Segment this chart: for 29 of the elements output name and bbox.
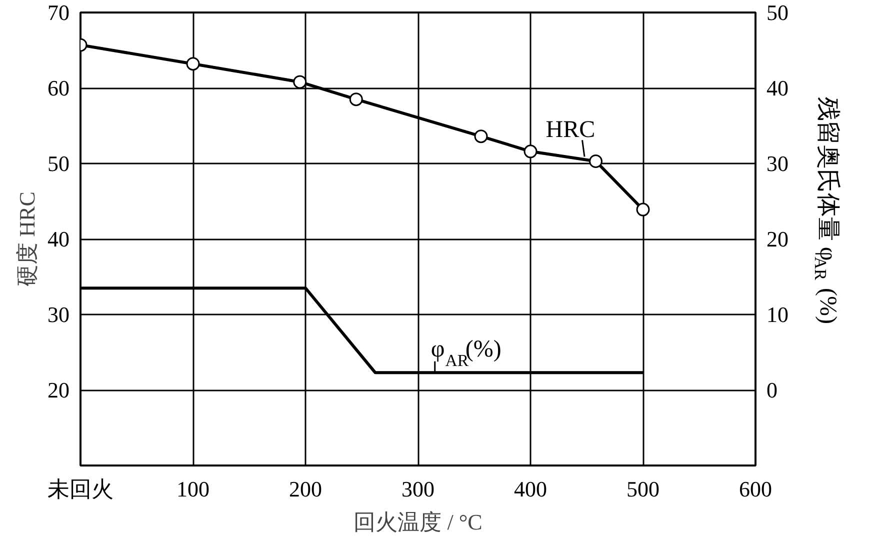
x-tick-label: 100 [176,476,210,502]
x-tick-label: 300 [402,476,434,502]
y2-tick-label: 30 [766,151,788,176]
y-tick-label: 20 [48,378,70,402]
y-tick-label: 70 [48,0,70,25]
y-tick-label: 30 [48,302,70,327]
point [293,75,307,89]
y-axis-title: 硬度 HRC [14,192,40,286]
point [474,130,488,144]
point [636,202,650,216]
point [349,92,363,106]
y-tick-label: 40 [48,226,70,252]
x-tick-label: 未回火 [48,476,114,502]
y-tick-label: 60 [48,76,70,100]
x-tick-label: 200 [289,476,322,502]
y2-tick-label: 20 [766,226,788,252]
x-tick-label: 600 [739,476,772,502]
x-axis-title: 回火温度 / °C [354,510,482,534]
x-tick-label: 400 [514,476,547,502]
y2-tick-label: 0 [766,378,778,402]
point [524,144,538,158]
y2-tick-label: 50 [766,0,788,25]
y-tick-label: 50 [48,151,70,176]
annotation: HRC [546,117,596,144]
y2-tick-label: 40 [766,76,788,100]
point [589,154,602,168]
x-tick-label: 500 [626,476,660,502]
point [186,57,200,71]
y2-tick-label: 10 [766,302,788,327]
